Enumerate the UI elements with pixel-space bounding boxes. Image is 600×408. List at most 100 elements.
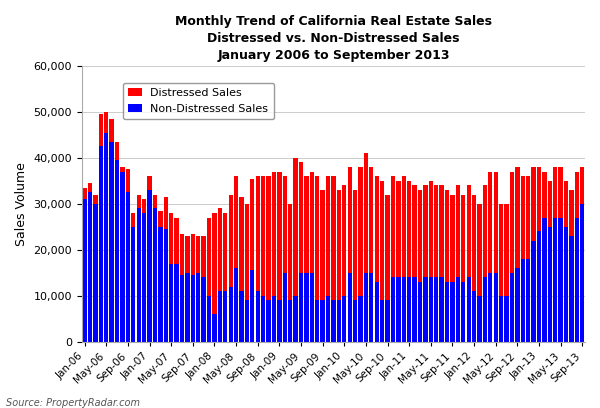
Bar (412, 277, 417, 341)
Bar (434, 186, 439, 277)
Bar (212, 213, 217, 314)
Bar (191, 275, 195, 341)
Bar (478, 296, 482, 341)
Bar (580, 167, 584, 204)
Bar (380, 181, 385, 300)
Bar (207, 217, 211, 296)
Bar (250, 271, 254, 341)
Bar (569, 190, 574, 236)
Bar (326, 176, 330, 296)
Bar (445, 190, 449, 282)
Text: Source: PropertyRadar.com: Source: PropertyRadar.com (6, 398, 140, 408)
Bar (315, 176, 319, 300)
Bar (331, 176, 335, 300)
Bar (185, 273, 190, 341)
Bar (391, 277, 395, 341)
Bar (434, 277, 439, 341)
Bar (515, 268, 520, 341)
Bar (396, 181, 401, 277)
Bar (499, 296, 503, 341)
Bar (510, 273, 514, 341)
Bar (505, 296, 509, 341)
Bar (115, 142, 119, 160)
Bar (164, 197, 168, 229)
Bar (537, 167, 541, 231)
Bar (98, 146, 103, 341)
Bar (494, 273, 498, 341)
Bar (223, 213, 227, 291)
Bar (239, 197, 244, 291)
Bar (277, 300, 281, 341)
Bar (364, 153, 368, 273)
Bar (121, 167, 125, 172)
Bar (261, 176, 265, 296)
Bar (401, 176, 406, 277)
Bar (196, 236, 200, 273)
Bar (223, 291, 227, 341)
Bar (180, 234, 184, 275)
Bar (553, 217, 557, 341)
Bar (472, 291, 476, 341)
Bar (93, 204, 98, 341)
Bar (337, 190, 341, 300)
Bar (131, 213, 136, 227)
Bar (342, 296, 346, 341)
Bar (575, 217, 579, 341)
Bar (304, 273, 308, 341)
Bar (548, 227, 552, 341)
Bar (88, 192, 92, 341)
Bar (212, 314, 217, 341)
Bar (423, 186, 428, 277)
Bar (428, 181, 433, 277)
Bar (148, 176, 152, 190)
Bar (266, 176, 271, 300)
Bar (272, 172, 276, 296)
Bar (428, 277, 433, 341)
Bar (510, 172, 514, 273)
Bar (256, 291, 260, 341)
Bar (277, 172, 281, 300)
Bar (347, 167, 352, 273)
Bar (245, 300, 249, 341)
Bar (347, 273, 352, 341)
Bar (505, 204, 509, 296)
Bar (261, 296, 265, 341)
Title: Monthly Trend of California Real Estate Sales
Distressed vs. Non-Distressed Sale: Monthly Trend of California Real Estate … (175, 15, 492, 62)
Bar (569, 236, 574, 341)
Bar (439, 277, 444, 341)
Bar (126, 192, 130, 341)
Bar (385, 300, 390, 341)
Bar (353, 190, 357, 300)
Bar (526, 176, 530, 259)
Bar (229, 195, 233, 286)
Bar (342, 186, 346, 296)
Bar (250, 179, 254, 271)
Bar (142, 213, 146, 341)
Bar (391, 176, 395, 277)
Bar (218, 208, 222, 291)
Bar (218, 291, 222, 341)
Bar (418, 190, 422, 282)
Bar (559, 217, 563, 341)
Legend: Distressed Sales, Non-Distressed Sales: Distressed Sales, Non-Distressed Sales (122, 82, 274, 119)
Bar (109, 119, 114, 142)
Bar (461, 282, 466, 341)
Bar (450, 282, 455, 341)
Bar (358, 296, 362, 341)
Bar (521, 259, 525, 341)
Bar (445, 282, 449, 341)
Bar (564, 227, 568, 341)
Bar (158, 227, 163, 341)
Bar (396, 277, 401, 341)
Bar (299, 162, 303, 273)
Bar (575, 172, 579, 217)
Bar (559, 167, 563, 217)
Bar (526, 259, 530, 341)
Bar (423, 277, 428, 341)
Bar (104, 112, 109, 133)
Bar (299, 273, 303, 341)
Bar (331, 300, 335, 341)
Bar (234, 268, 238, 341)
Bar (207, 296, 211, 341)
Bar (196, 273, 200, 341)
